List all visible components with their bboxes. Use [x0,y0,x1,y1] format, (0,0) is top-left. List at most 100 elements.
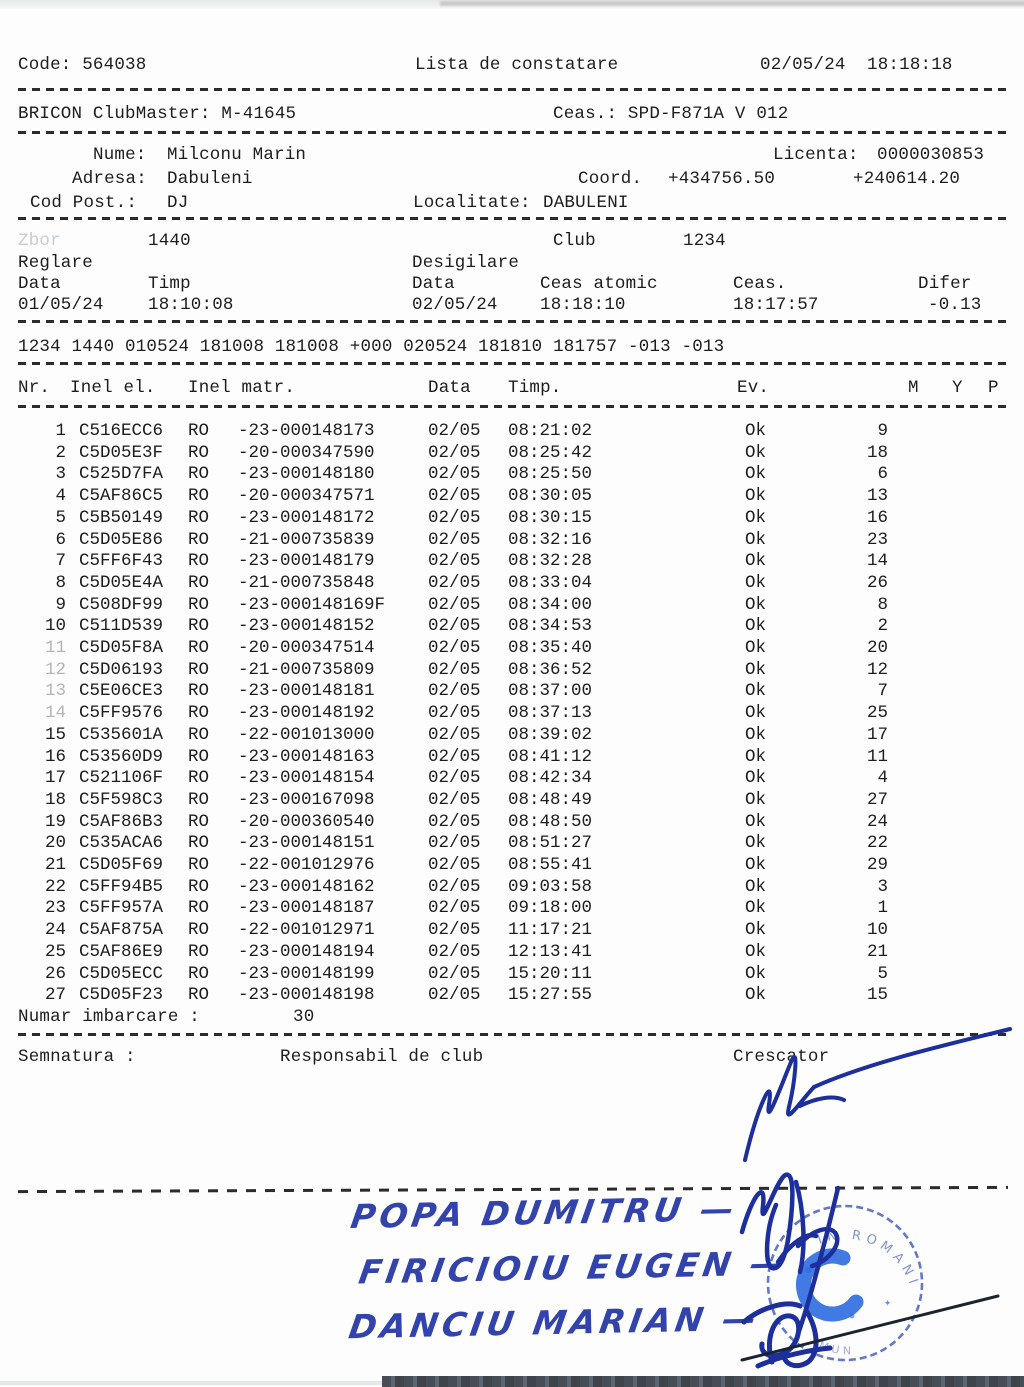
event-status: Ok [745,963,767,984]
row-nr: 7 [55,551,66,572]
ring-number: -23-000148169F [238,594,386,615]
semnatura-label: Semnatura : [18,1047,136,1067]
row-nr: 4 [55,486,66,507]
table-row: 25 C5AF86E9 RO -23-000148194 02/05 12:13:41 Ok… [0,942,1024,964]
numar-imbarcare-value: 30 [293,1007,315,1027]
cod-post-label: Cod Post.: [30,193,138,213]
country-code: RO [188,941,210,962]
ring-number: -23-000148187 [238,898,375,919]
table-row: 10 C511D539 RO -23-000148152 02/05 08:34:53 Ok… [0,616,1024,638]
ring-electronic: C516ECC6 [79,421,164,441]
table-row: 4 C5AF86C5 RO -20-000347571 02/05 08:30:05 Ok 1… [0,486,1024,508]
separator [18,1033,1008,1036]
signature-labels-line: Semnatura : Responsabil de club Crescato… [0,1047,1024,1069]
responsabil-label: Responsabil de club [280,1047,484,1067]
table-row: 24 C5AF875A RO -22-001012971 02/05 11:17:21 Ok… [0,920,1024,942]
clock-values-line: 01/05/24 18:10:08 02/05/24 18:18:10 18:1… [0,295,1024,317]
arrival-date: 02/05 [428,659,481,680]
row-nr: 23 [44,898,66,919]
doc-code: Code: 564038 [18,55,147,75]
arrival-date: 02/05 [428,507,481,528]
event-status: Ok [745,920,767,941]
ring-electronic: C5B50149 [79,507,164,528]
table-row: 14 C5FF9576 RO -23-000148192 02/05 08:37:13 Ok… [0,703,1024,725]
ring-number: -23-000148162 [238,876,375,897]
row-nr: 5 [55,507,66,528]
ceas-atomic-value: 18:18:10 [540,295,626,315]
owner-name-line: Nume: Milconu Marin Licenta: 0000030853 [0,145,1024,167]
licenta-value: 0000030853 [877,145,985,165]
separator [18,131,1008,134]
flight-line: Zbor 1440 Club 1234 [0,231,1024,253]
arrival-time: 11:17:21 [508,920,593,941]
event-status: Ok [745,746,767,767]
country-code: RO [188,486,210,507]
localitate-label: Localitate: [413,193,531,213]
arrival-date: 02/05 [428,638,481,658]
arrival-order: 26 [866,572,888,593]
row-nr: 20 [44,833,66,854]
device-id: BRICON ClubMaster: M-41645 [18,104,297,124]
arrival-time: 08:55:41 [508,855,593,875]
zbor-label: Zbor [18,231,61,251]
arrival-order: 16 [866,507,888,528]
row-nr: 18 [44,789,66,810]
ring-electronic: C5AF86B3 [79,811,164,832]
ring-electronic: C5D06193 [79,659,164,680]
country-code: RO [188,855,210,875]
arrival-date: 02/05 [428,572,481,593]
country-code: RO [188,507,210,528]
arrival-date: 02/05 [428,616,481,637]
row-nr: 13 [44,681,66,702]
desig-data-value: 02/05/24 [412,295,498,315]
country-code: RO [188,703,210,724]
event-status: Ok [745,833,767,854]
adresa-value: Dabuleni [167,169,253,189]
club-label: Club [553,231,596,251]
table-row: 5 C5B50149 RO -23-000148172 02/05 08:30:15 Ok 1… [0,508,1024,530]
arrival-date: 02/05 [428,789,481,810]
arrival-date: 02/05 [428,529,481,550]
clock-header-line: Data Timp Data Ceas atomic Ceas. Difer [0,274,1024,296]
arrival-order: 25 [866,703,888,724]
arrival-time: 08:48:49 [508,789,593,810]
country-code: RO [188,768,210,789]
event-status: Ok [745,855,767,875]
arrival-time: 08:36:52 [508,659,593,680]
separator [18,362,1008,365]
table-row: 22 C5FF94B5 RO -23-000148162 02/05 09:03:58 Ok… [0,877,1024,899]
arrival-time: 15:27:55 [508,985,593,1006]
ring-electronic: C53560D9 [79,746,164,767]
arrival-time: 08:41:12 [508,746,593,767]
arrival-order: 9 [877,421,888,441]
arrival-date: 02/05 [428,551,481,572]
arrival-time: 08:34:53 [508,616,593,637]
event-status: Ok [745,638,767,658]
country-code: RO [188,529,210,550]
arrival-order: 7 [877,681,888,702]
event-status: Ok [745,616,767,637]
table-row: 9 C508DF99 RO -23-000148169F 02/05 08:34:00 Ok… [0,595,1024,617]
table-row: 11 C5D05F8A RO -20-000347514 02/05 08:35:40 Ok… [0,638,1024,660]
ring-electronic: C5D05E3F [79,442,164,463]
country-code: RO [188,594,210,615]
arrival-time: 08:30:15 [508,507,593,528]
ring-electronic: C5D05E86 [79,529,164,550]
device-line: BRICON ClubMaster: M-41645 Ceas.: SPD-F8… [0,104,1024,126]
ring-number: -23-000148194 [238,941,375,962]
row-nr: 21 [44,855,66,875]
row-nr: 2 [55,442,66,463]
event-status: Ok [745,898,767,919]
arrival-order: 3 [877,876,888,897]
table-row: 12 C5D06193 RO -21-000735809 02/05 08:36:52 Ok… [0,660,1024,682]
arrival-order: 29 [866,855,888,875]
arrival-date: 02/05 [428,985,481,1006]
ring-number: -20-000347590 [238,442,375,463]
ring-electronic: C5F598C3 [79,789,164,810]
row-nr: 26 [44,963,66,984]
country-code: RO [188,421,210,441]
ring-electronic: C5D05F8A [79,638,164,658]
arrival-time: 08:30:05 [508,486,593,507]
header-line: Code: 564038 Lista de constatare 02/05/2… [0,55,1024,77]
arrival-order: 8 [877,594,888,615]
